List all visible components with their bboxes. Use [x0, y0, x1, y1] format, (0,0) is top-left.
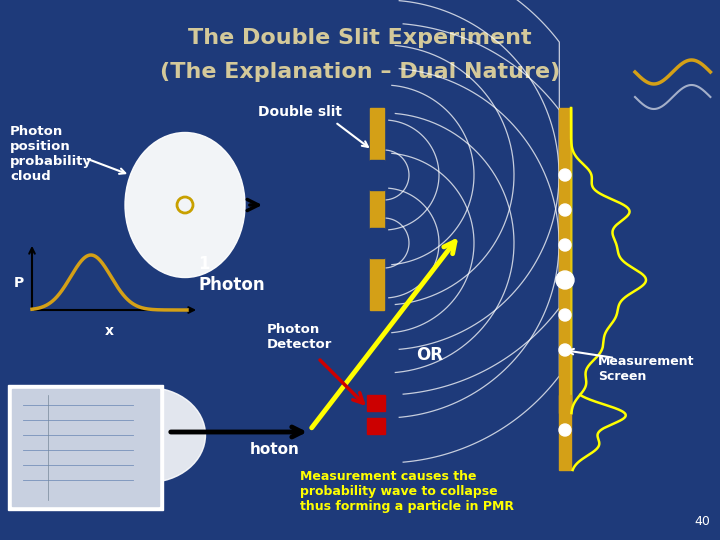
Text: x: x	[104, 324, 114, 338]
Circle shape	[559, 204, 571, 216]
Text: P: P	[14, 276, 24, 290]
Bar	[8, 385, 163, 510]
Circle shape	[559, 169, 571, 181]
Circle shape	[559, 344, 571, 356]
Text: hoton: hoton	[250, 442, 300, 457]
Bar	[12, 389, 159, 506]
Text: 1
Photon: 1 Photon	[198, 255, 265, 294]
Bar	[367, 395, 385, 411]
Circle shape	[559, 274, 571, 286]
Bar	[559, 395, 571, 470]
Bar	[370, 160, 384, 190]
Text: OR: OR	[416, 346, 444, 364]
Text: Measurement causes the
probability wave to collapse
thus forming a particle in P: Measurement causes the probability wave …	[300, 470, 514, 513]
Text: Photon
Detector: Photon Detector	[267, 323, 333, 351]
Bar	[370, 228, 384, 258]
Bar	[370, 258, 384, 310]
Text: (The Explanation – Dual Nature): (The Explanation – Dual Nature)	[160, 62, 560, 82]
Bar	[559, 108, 571, 413]
Text: The Double Slit Experiment: The Double Slit Experiment	[188, 28, 532, 48]
Circle shape	[559, 309, 571, 321]
Bar	[370, 190, 384, 228]
Ellipse shape	[125, 132, 245, 278]
Circle shape	[559, 424, 571, 436]
Text: 40: 40	[694, 515, 710, 528]
Bar	[367, 418, 385, 434]
Ellipse shape	[91, 388, 205, 483]
Bar	[370, 108, 384, 160]
Text: Measurement
Screen: Measurement Screen	[598, 355, 695, 383]
Text: Photon
position
probability
cloud: Photon position probability cloud	[10, 125, 92, 183]
Circle shape	[556, 271, 574, 289]
Text: Double slit: Double slit	[258, 105, 342, 119]
Circle shape	[559, 239, 571, 251]
